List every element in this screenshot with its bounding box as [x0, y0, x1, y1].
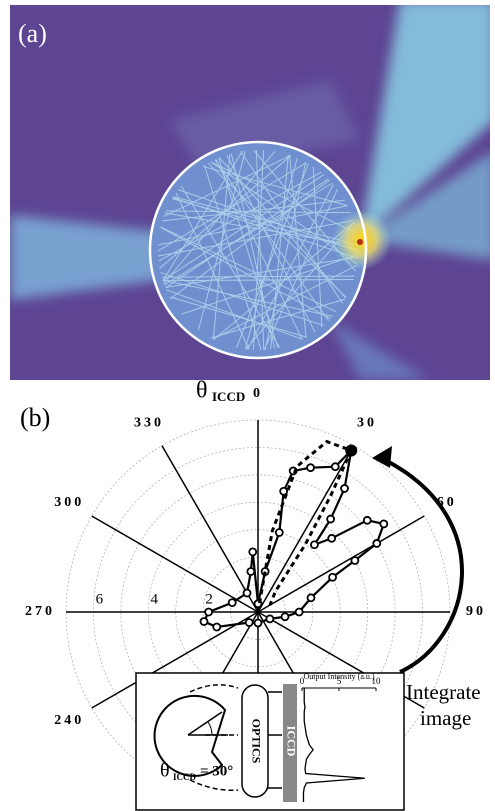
marker	[373, 540, 380, 547]
angle-label-sub: ICCD	[212, 389, 245, 404]
angle-label: θ	[196, 378, 208, 404]
inset-box	[136, 673, 404, 810]
marker	[364, 517, 371, 524]
inset-tick-label: 0	[300, 676, 305, 686]
marker	[327, 516, 334, 523]
arrow	[385, 460, 462, 672]
marker	[244, 589, 251, 596]
marker	[351, 557, 358, 564]
marker	[332, 463, 339, 470]
theta-symbol: θ	[160, 760, 170, 782]
marker	[266, 615, 273, 622]
marker	[247, 568, 254, 575]
marker	[255, 619, 262, 626]
theta-tick-label: 270	[25, 604, 55, 619]
marker	[205, 609, 212, 616]
arrowhead	[372, 446, 392, 468]
r-tick-label: 6	[96, 591, 104, 607]
r-tick-label: 2	[205, 591, 213, 607]
theta-tick-label: 0	[253, 386, 263, 401]
marker	[280, 488, 287, 495]
marker	[328, 535, 335, 542]
annotation: Integrate	[406, 680, 481, 704]
panel-label: (b)	[20, 403, 50, 432]
highlight-point	[345, 444, 357, 456]
marker	[229, 599, 236, 606]
marker	[282, 613, 289, 620]
marker	[329, 574, 336, 581]
optics-label: OPTICS	[249, 719, 263, 764]
inset-tick-label: 10	[372, 676, 382, 686]
simulation-image: (a)	[10, 0, 495, 380]
marker	[276, 529, 283, 536]
theta-tick-label: 300	[54, 495, 84, 510]
marker	[307, 464, 314, 471]
spoke	[162, 446, 258, 612]
page: {"panel_labels": ["(a)", "(b)"], "chart_…	[0, 0, 495, 811]
figure: (a) (b) 0306090240270300330θICCD246Integ…	[0, 0, 495, 811]
marker	[307, 594, 314, 601]
annotation: image	[420, 706, 471, 730]
theta-tick-label: 240	[54, 713, 84, 728]
marker	[200, 618, 207, 625]
r-tick-label: 4	[151, 591, 159, 607]
marker	[311, 541, 318, 548]
marker	[213, 624, 220, 631]
marker	[249, 548, 256, 555]
marker	[341, 485, 348, 492]
notch	[357, 239, 363, 245]
theta-tick-label: 30	[357, 415, 377, 430]
theta-value: = 30°	[200, 763, 233, 779]
inset-tick-label: 5	[337, 676, 342, 686]
marker	[380, 520, 387, 527]
theta-tick-label: 90	[466, 604, 486, 619]
spoke	[92, 516, 258, 612]
theta-tick-label: 330	[134, 415, 164, 430]
marker	[296, 609, 303, 616]
panel-label: (a)	[18, 19, 47, 48]
theta-sub: ICCD	[173, 772, 197, 782]
marker	[246, 619, 253, 626]
iccd-label: ICCD	[284, 726, 298, 757]
